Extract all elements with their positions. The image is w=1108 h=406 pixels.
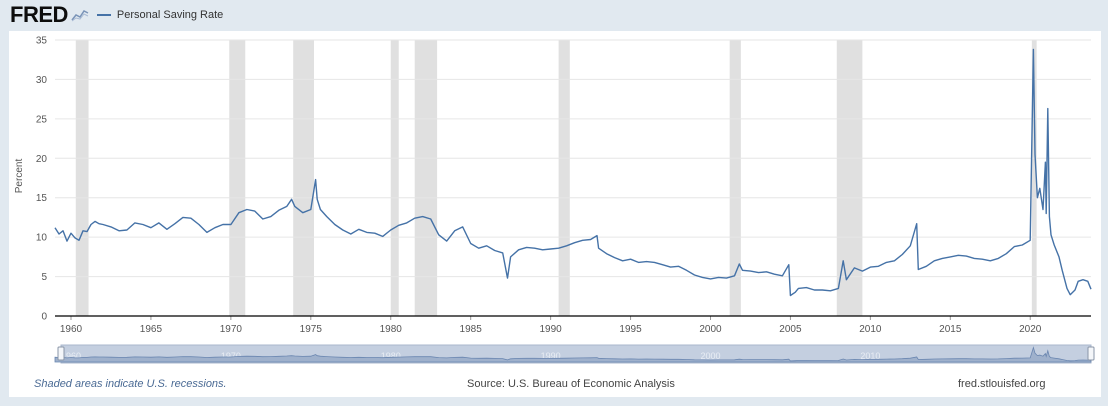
x-tick-label-1985: 1985: [460, 324, 483, 335]
y-tick-label-25: 25: [36, 114, 48, 125]
x-tick-label-2015: 2015: [939, 324, 962, 335]
y-tick-label-30: 30: [36, 75, 48, 86]
x-tick-label-2000: 2000: [699, 324, 722, 335]
y-tick-label-35: 35: [36, 36, 48, 47]
legend-swatch: [96, 14, 111, 16]
recession-band-3: [390, 40, 399, 316]
navigator-tick-label-2010: 2010: [860, 351, 880, 361]
navigator-tick-label-1960: 1960: [61, 351, 81, 361]
x-tick-label-2020: 2020: [1019, 324, 1042, 335]
y-tick-label-10: 10: [36, 233, 48, 244]
y-tick-label-0: 0: [41, 312, 47, 323]
recession-band-0: [75, 40, 89, 316]
series-line-personal-saving-rate[interactable]: [54, 48, 1092, 297]
recession-band-2: [293, 40, 314, 316]
navigator-tick-label-1990: 1990: [541, 351, 561, 361]
recession-note: Shaded areas indicate U.S. recessions.: [34, 378, 227, 390]
x-tick-label-2005: 2005: [779, 324, 802, 335]
legend-label[interactable]: Personal Saving Rate: [116, 9, 224, 21]
x-tick-label-2010: 2010: [859, 324, 882, 335]
x-tick-label-1975: 1975: [300, 324, 323, 335]
site-link[interactable]: fred.stlouisfed.org: [958, 378, 1046, 390]
x-tick-label-1960: 1960: [60, 324, 83, 335]
fred-logo[interactable]: FRED: [10, 2, 68, 27]
range-navigator[interactable]: 1960 1970 1980 1990 2000 2010: [54, 344, 1095, 364]
navigator-left-handle[interactable]: [57, 346, 65, 361]
recession-band-8: [1031, 40, 1037, 316]
x-axis-ticks: 1960 1965 1970 1975 1980 1985 1990 1995 2000 2005…: [60, 316, 1042, 335]
recession-shading: [75, 40, 1037, 316]
navigator-tick-label-2000: 2000: [700, 351, 720, 361]
x-tick-label-1965: 1965: [140, 324, 163, 335]
x-tick-label-1980: 1980: [380, 324, 403, 335]
plot-background: [9, 31, 1101, 397]
chart-line-icon: [71, 10, 89, 22]
y-tick-label-20: 20: [36, 154, 48, 165]
chart-header: FRED Personal Saving Rate: [10, 4, 223, 26]
recession-band-5: [558, 40, 570, 316]
navigator-tick-label-1970: 1970: [221, 351, 241, 361]
navigator-series: [54, 346, 1092, 363]
recession-band-6: [729, 40, 741, 316]
y-tick-label-15: 15: [36, 193, 48, 204]
grid-lines: [55, 39, 1091, 278]
x-tick-label-1990: 1990: [539, 324, 562, 335]
x-tick-label-1995: 1995: [619, 324, 642, 335]
navigator-tick-label-1980: 1980: [381, 351, 401, 361]
navigator-right-handle[interactable]: [1087, 346, 1095, 361]
navigator-ticks: 1960 1970 1980 1990 2000 2010: [61, 351, 880, 361]
y-tick-label-5: 5: [41, 272, 47, 283]
y-axis-ticks: 0 5 10 15 20 25 30 35: [36, 36, 48, 323]
y-axis-label: Percent: [14, 159, 25, 194]
source-text: Source: U.S. Bureau of Economic Analysis: [467, 378, 675, 390]
recession-band-4: [414, 40, 438, 316]
x-tick-label-1970: 1970: [220, 324, 243, 335]
recession-band-1: [229, 40, 246, 316]
